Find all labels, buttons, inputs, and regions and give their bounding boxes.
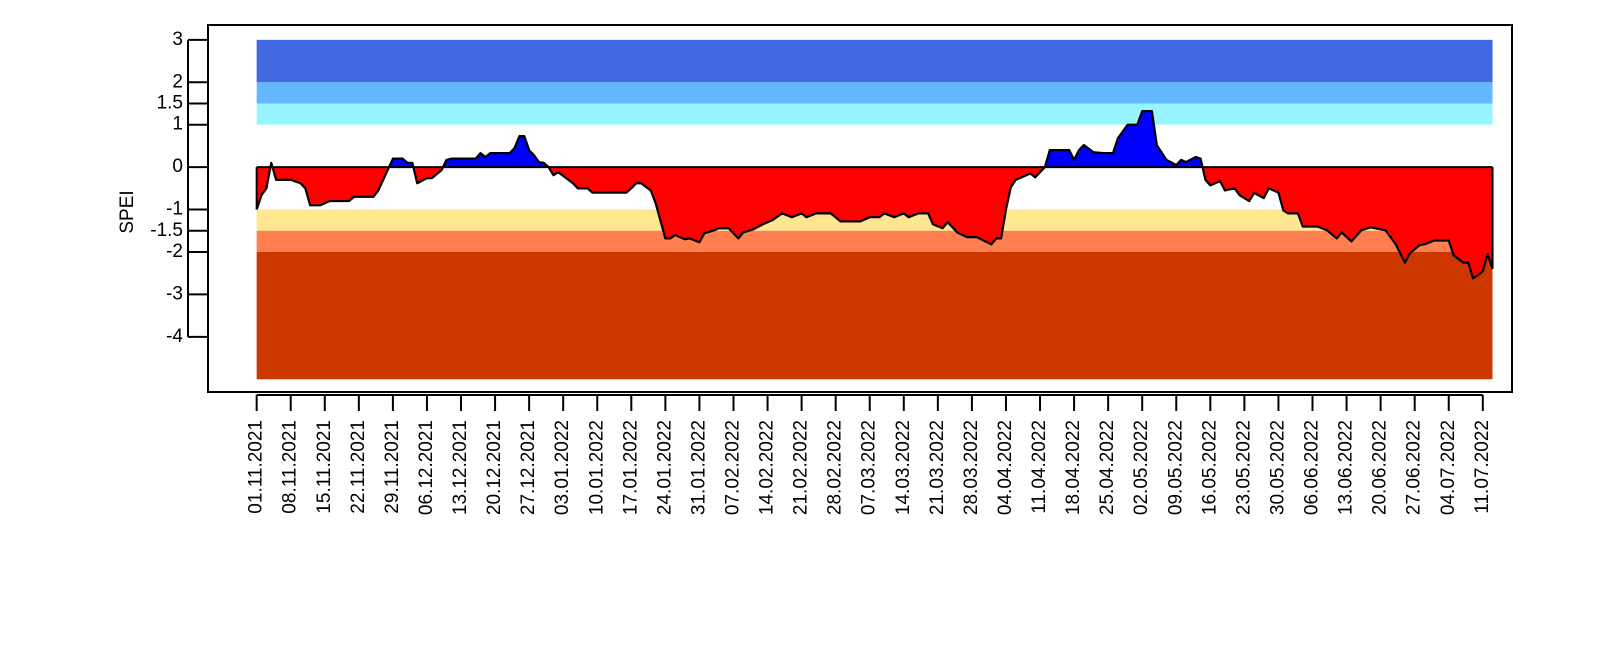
x-tick-label: 09.05.2022 [1165,420,1186,515]
x-tick-label: 17.01.2022 [620,420,641,515]
x-tick-label: 10.01.2022 [586,420,607,515]
x-tick-label: 29.11.2021 [382,420,403,514]
x-tick-label: 01.11.2021 [246,420,267,514]
x-tick-label: 30.05.2022 [1267,420,1288,515]
x-tick-label: 07.03.2022 [859,420,880,515]
y-tick-label: 1.5 [157,93,183,114]
spei-band [256,251,1493,380]
y-tick-label: 3 [172,29,183,50]
x-tick-label: 28.03.2022 [961,420,982,515]
x-tick-label: 25.04.2022 [1097,420,1118,515]
y-tick-label: -3 [166,283,183,304]
y-axis-title: SPEI [117,190,138,233]
spei-band [256,103,1493,125]
x-tick-label: 14.02.2022 [757,420,778,515]
spei-line [255,110,1494,280]
x-tick-label: 28.02.2022 [825,420,846,515]
y-tick-label: -1 [166,199,183,220]
spei-band [256,82,1493,104]
x-tick-label: 20.06.2022 [1370,420,1391,515]
x-tick-label: 11.07.2022 [1472,420,1493,514]
x-tick-label: 21.02.2022 [791,420,812,515]
x-tick-label: 03.01.2022 [552,420,573,515]
x-tick-label: 21.03.2022 [927,420,948,515]
y-tick-label: -2 [166,241,183,262]
y-tick-label: 1 [172,114,183,135]
spei-band [256,209,1493,231]
x-tick-label: 27.12.2021 [518,420,539,515]
spei-band [256,39,1493,83]
x-tick-label: 13.12.2021 [450,420,471,515]
x-tick-label: 07.02.2022 [723,420,744,515]
x-tick-label: 16.05.2022 [1199,420,1220,515]
x-tick-label: 27.06.2022 [1404,420,1425,515]
x-tick-label: 06.12.2021 [416,420,437,515]
x-tick-label: 13.06.2022 [1336,420,1357,515]
x-tick-label: 15.11.2021 [314,420,335,514]
x-tick-label: 02.05.2022 [1131,420,1152,515]
x-tick-label: 18.04.2022 [1063,420,1084,515]
spei-band [256,230,1493,252]
x-tick-label: 24.01.2022 [654,420,675,515]
y-tick-label: -4 [166,326,183,347]
x-tick-label: 20.12.2021 [484,420,505,515]
x-tick-label: 14.03.2022 [893,420,914,515]
x-tick-label: 06.06.2022 [1302,420,1323,515]
x-tick-label: 04.04.2022 [995,420,1016,515]
x-tick-label: 04.07.2022 [1438,420,1459,515]
x-tick-label: 08.11.2021 [280,420,301,514]
y-tick-label: 0 [172,156,183,177]
x-tick-label: 11.04.2022 [1029,420,1050,514]
plot-frame [207,24,1513,393]
y-tick-label: 2 [172,71,183,92]
y-tick-label: -1.5 [150,220,183,241]
x-tick-label: 31.01.2022 [688,420,709,515]
x-tick-label: 22.11.2021 [348,420,369,514]
x-tick-label: 23.05.2022 [1233,420,1254,515]
